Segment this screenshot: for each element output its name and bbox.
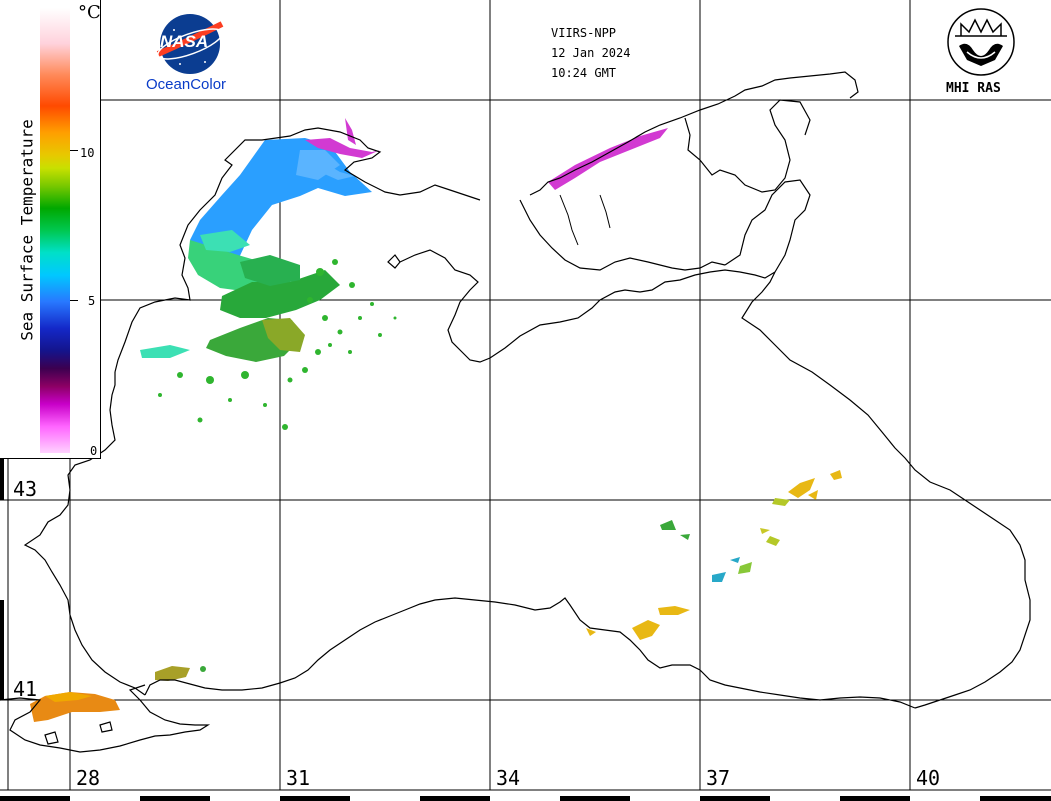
- mhi-ras-logo: [947, 8, 1015, 76]
- lon-label-40: 40: [916, 766, 941, 790]
- nasa-logo: [156, 14, 224, 74]
- temperature-colorbar: [40, 8, 70, 453]
- sst-patches: [30, 118, 842, 722]
- coastline: [0, 71, 1031, 753]
- colorbar-tick-5: 5: [88, 294, 96, 308]
- azov-spits: [559, 194, 611, 246]
- lon-label-34: 34: [496, 766, 521, 790]
- lat-label-43: 43: [13, 477, 38, 501]
- bottom-scale-bar: [0, 789, 1051, 801]
- time-label: 10:24 GMT: [551, 66, 617, 80]
- sensor-label: VIIRS-NPP: [551, 26, 617, 40]
- colorbar-unit: °C: [78, 2, 101, 23]
- lon-label-28: 28: [76, 766, 101, 790]
- lon-label-37: 37: [706, 766, 731, 790]
- date-label: 12 Jan 2024: [551, 46, 631, 60]
- colorbar-title: Sea Surface Temperature: [17, 119, 37, 341]
- colorbar-tick-10: 10: [80, 146, 95, 160]
- oceancolor-wordmark: OceanColor: [146, 76, 227, 93]
- nasa-logo-text: NASA: [160, 32, 209, 51]
- mhi-ras-label: MHI RAS: [946, 81, 1001, 96]
- lat-label-41: 41: [13, 677, 38, 701]
- color-legend: Sea Surface Temperature °C 0 5 10: [0, 0, 101, 459]
- colorbar-tick-0: 0: [90, 444, 98, 458]
- lon-label-31: 31: [286, 766, 311, 790]
